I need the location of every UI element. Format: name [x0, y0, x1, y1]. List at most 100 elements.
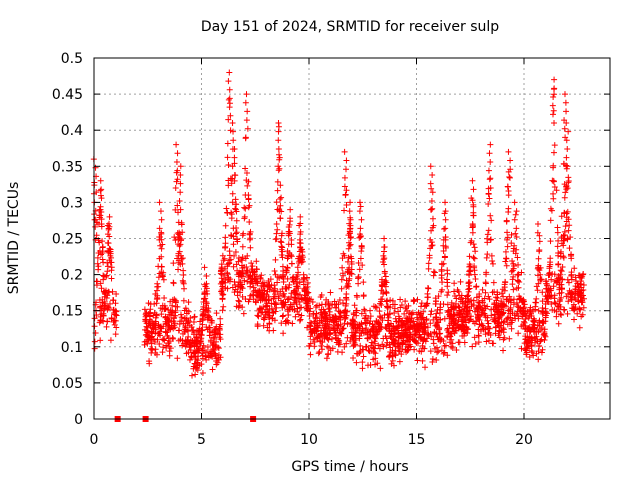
data-point [229, 163, 236, 170]
data-point [428, 227, 435, 234]
data-point [565, 179, 572, 186]
data-point [164, 340, 171, 347]
data-point [485, 200, 492, 207]
data-point [105, 304, 112, 311]
data-point [467, 268, 474, 275]
data-point [476, 291, 483, 298]
data-point [535, 307, 542, 314]
y-tick-label: 0.4 [61, 123, 83, 139]
data-point [104, 231, 111, 238]
data-point [232, 248, 239, 255]
data-point [104, 263, 111, 270]
data-point [416, 320, 423, 327]
data-point [98, 285, 105, 292]
data-point [271, 268, 278, 275]
data-point [254, 312, 261, 319]
data-point [393, 325, 400, 332]
data-point [398, 351, 405, 358]
data-point [272, 236, 279, 243]
data-point [98, 186, 105, 193]
data-point [385, 304, 392, 311]
data-point [534, 221, 541, 228]
data-point [197, 318, 204, 325]
data-point [515, 284, 522, 291]
data-point [550, 149, 557, 156]
data-point [444, 270, 451, 277]
data-point [192, 371, 199, 378]
data-point [523, 345, 530, 352]
data-point [566, 245, 573, 252]
data-point [530, 315, 537, 322]
data-point [244, 125, 251, 132]
data-point [176, 242, 183, 249]
data-point [152, 346, 159, 353]
data-point [183, 316, 190, 323]
data-point [489, 260, 496, 267]
data-point [224, 209, 231, 216]
data-point [217, 354, 224, 361]
data-point [537, 276, 544, 283]
data-point [429, 189, 436, 196]
data-point [451, 304, 458, 311]
data-point [326, 321, 333, 328]
data-point [553, 313, 560, 320]
data-point [509, 276, 516, 283]
data-point [158, 216, 165, 223]
data-point [226, 95, 233, 102]
data-point [97, 337, 104, 344]
data-point [356, 332, 363, 339]
data-point [292, 313, 299, 320]
data-point [294, 271, 301, 278]
data-point [359, 262, 366, 269]
data-point [512, 315, 519, 322]
data-point [245, 178, 252, 185]
data-point [537, 327, 544, 334]
data-point [388, 360, 395, 367]
data-point [429, 224, 436, 231]
data-point [563, 108, 570, 115]
data-point [224, 261, 231, 268]
data-point [469, 229, 476, 236]
data-point [395, 308, 402, 315]
data-point [201, 264, 208, 271]
data-point [487, 141, 494, 148]
data-point [565, 227, 572, 234]
data-point [249, 263, 256, 270]
data-point [419, 326, 426, 333]
data-point [355, 259, 362, 266]
data-point [504, 183, 511, 190]
data-point [192, 356, 199, 363]
data-point [466, 261, 473, 268]
data-point [426, 254, 433, 261]
data-point [286, 228, 293, 235]
data-point [462, 316, 469, 323]
data-point [508, 231, 515, 238]
data-point [242, 165, 249, 172]
data-point [260, 322, 267, 329]
data-point [556, 290, 563, 297]
data-point [522, 346, 529, 353]
data-point [459, 326, 466, 333]
data-point [401, 327, 408, 334]
data-point [100, 310, 107, 317]
data-point [260, 315, 267, 322]
data-point [433, 344, 440, 351]
data-point [441, 225, 448, 232]
data-point [148, 349, 155, 356]
data-point [536, 247, 543, 254]
data-point [546, 269, 553, 276]
data-point [201, 295, 208, 302]
data-point [475, 312, 482, 319]
data-point [339, 264, 346, 271]
data-point [412, 328, 419, 335]
data-point [202, 307, 209, 314]
data-point [372, 350, 379, 357]
data-point [275, 145, 282, 152]
data-point [279, 230, 286, 237]
data-point [578, 293, 585, 300]
data-point [530, 321, 537, 328]
data-point [380, 335, 387, 342]
x-tick-label: 20 [515, 432, 533, 448]
data-point [336, 313, 343, 320]
data-point [174, 167, 181, 174]
